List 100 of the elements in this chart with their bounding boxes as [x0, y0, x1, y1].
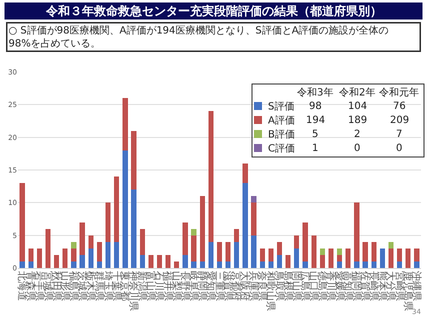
- bar: [328, 248, 334, 268]
- category-label: 令和2年: [339, 86, 376, 98]
- bar: [251, 202, 256, 236]
- bar: [80, 222, 85, 255]
- bar: [174, 261, 180, 268]
- bar: [80, 254, 85, 268]
- bar: [114, 176, 120, 242]
- x-tick-label: 和歌山県: [264, 271, 277, 311]
- bar: [336, 248, 342, 255]
- bar: [320, 248, 325, 255]
- bar: [182, 222, 188, 255]
- bar: [28, 248, 34, 262]
- bar: [354, 202, 360, 262]
- bar: [371, 261, 376, 268]
- bar: [251, 196, 256, 203]
- data-label: 7: [396, 129, 402, 140]
- legend-label: C評価: [268, 142, 295, 154]
- bar: [276, 254, 282, 268]
- category-label: 令和3年: [297, 86, 334, 98]
- x-tick-label: 兵庫県: [248, 271, 260, 301]
- bar: [140, 228, 145, 255]
- data-label: 0: [354, 143, 360, 154]
- chart-title: 令和３年救命救急センター充実段階評価の結果（都道府県別）: [45, 4, 382, 18]
- bar: [216, 261, 222, 268]
- data-label: 98: [309, 101, 322, 112]
- bar: [200, 261, 205, 268]
- bar: [122, 98, 128, 150]
- chart-subtitle: ○ S評価が98医療機関、A評価が194医療機関となり、S評価とA評価の施設が全体の98%を占めている。: [8, 24, 389, 50]
- bar: [388, 248, 394, 268]
- bar: [208, 242, 214, 268]
- bar: [216, 242, 222, 262]
- x-tick-label: 茨城県: [76, 271, 88, 301]
- bar: [354, 261, 360, 268]
- bar: [20, 183, 25, 262]
- bar: [182, 254, 188, 268]
- bar: [320, 254, 325, 268]
- bar: [226, 261, 231, 268]
- bar: [294, 248, 300, 268]
- bar: [88, 248, 94, 268]
- bar: [286, 254, 291, 268]
- bar: [294, 235, 300, 248]
- bar: [396, 248, 402, 262]
- data-label: 209: [390, 115, 410, 126]
- bar: [122, 150, 128, 268]
- bar: [208, 111, 214, 242]
- bar: [131, 190, 136, 268]
- data-label: 5: [312, 129, 318, 140]
- x-tick-label: 石川県: [153, 271, 166, 301]
- data-label: 194: [306, 115, 326, 126]
- bar: [114, 242, 120, 268]
- x-tick-label: 静岡県: [196, 271, 208, 301]
- bar: [234, 242, 240, 268]
- bar: [336, 261, 342, 268]
- bar: [105, 242, 111, 268]
- bar: [105, 202, 111, 242]
- bar: [242, 183, 248, 268]
- bar: [200, 196, 205, 262]
- bar: [380, 248, 385, 268]
- bar: [191, 261, 196, 268]
- bar: [54, 254, 60, 268]
- bar: [302, 261, 308, 268]
- bar: [148, 254, 154, 268]
- bar: [388, 242, 394, 248]
- x-tick-label: 群馬県: [93, 271, 106, 301]
- bar: [414, 261, 420, 268]
- legend-label: A評価: [268, 114, 295, 126]
- data-label: 76: [393, 101, 406, 112]
- bar: [276, 242, 282, 255]
- bar: [165, 254, 171, 268]
- bar: [302, 222, 308, 262]
- bar: [28, 261, 34, 268]
- data-label: 1: [312, 143, 318, 154]
- bar: [311, 235, 316, 268]
- bar: [191, 228, 196, 236]
- bar: [71, 242, 76, 248]
- bar: [191, 235, 196, 262]
- bar: [226, 242, 231, 262]
- data-label: 2: [354, 129, 360, 140]
- bar: [45, 228, 51, 268]
- legend-label: B評価: [268, 128, 295, 140]
- bar: [414, 248, 420, 262]
- data-label: 189: [348, 115, 368, 126]
- bar: [96, 261, 102, 268]
- legend-label: S評価: [268, 100, 294, 112]
- bar: [131, 130, 136, 190]
- bar: [371, 242, 376, 262]
- bar: [156, 254, 162, 268]
- bar: [260, 248, 265, 262]
- data-label: 0: [396, 143, 402, 154]
- bar: [336, 254, 342, 262]
- bar: [268, 248, 274, 262]
- bar: [71, 248, 76, 262]
- bar: [346, 248, 351, 268]
- bar: [96, 242, 102, 262]
- bar: [362, 242, 368, 262]
- bar: [140, 254, 145, 268]
- bar: [251, 235, 256, 268]
- bar: [242, 163, 248, 184]
- bar: [396, 261, 402, 268]
- bar: [362, 261, 368, 268]
